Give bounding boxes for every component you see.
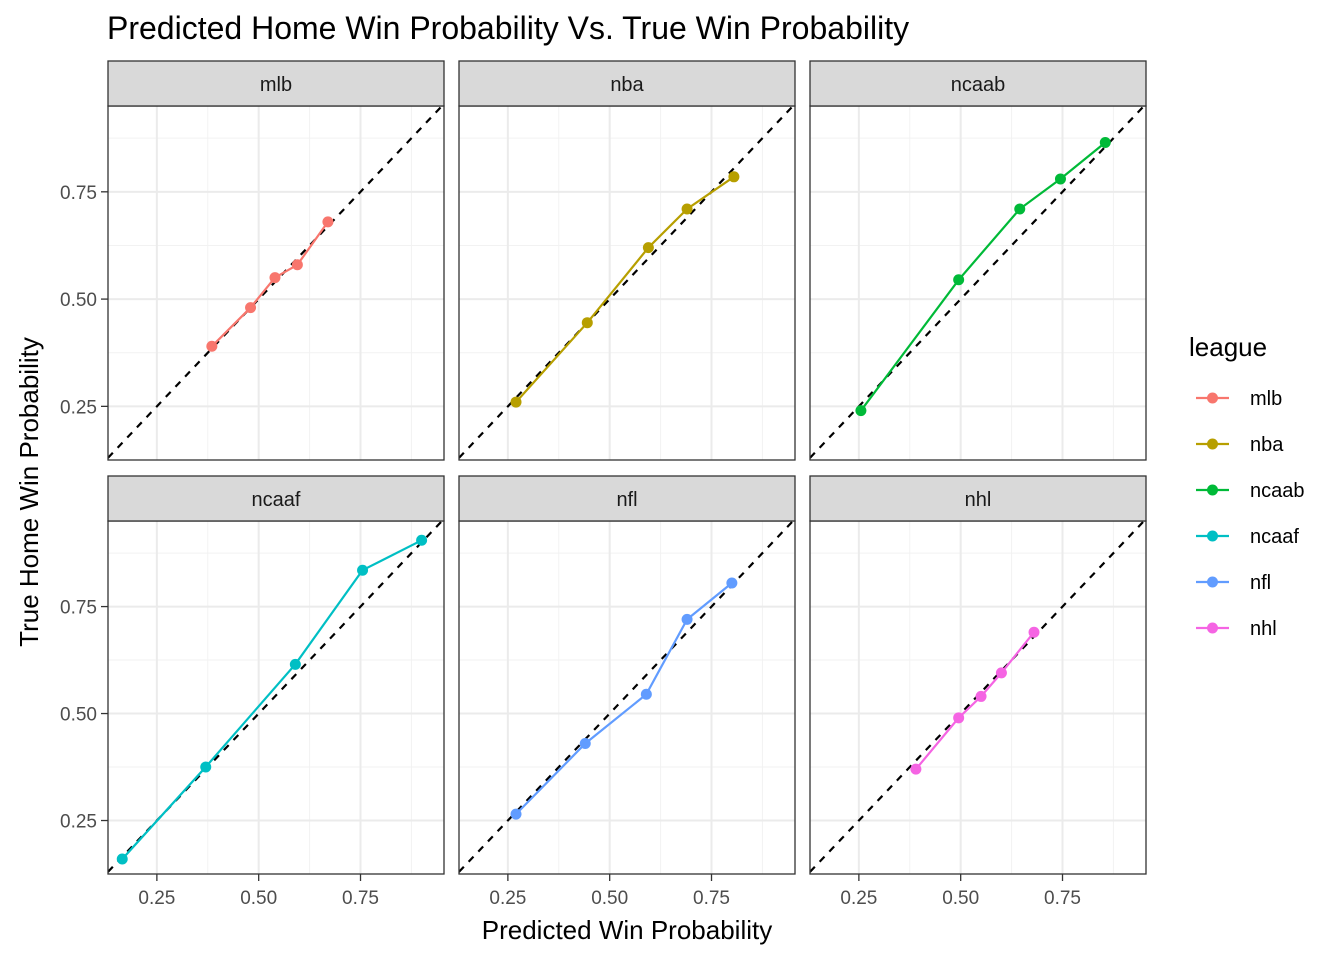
strip-nfl xyxy=(458,475,796,522)
data-point-nba xyxy=(681,203,693,215)
y-tick-label: 0.25 xyxy=(60,397,97,418)
data-point-mlb xyxy=(322,216,334,228)
data-point-ncaaf xyxy=(200,761,212,773)
data-point-nhl xyxy=(910,763,922,775)
strip-ncaab xyxy=(809,60,1147,107)
data-point-ncaaf xyxy=(289,658,301,670)
data-point-nba xyxy=(581,317,593,329)
legend-item-nfl: nfl xyxy=(1196,572,1271,594)
y-tick-label: 0.50 xyxy=(60,290,97,311)
data-point-ncaab xyxy=(1054,173,1066,185)
legend-label: nba xyxy=(1250,434,1284,456)
x-tick-label: 0.25 xyxy=(489,888,526,909)
data-point-nhl xyxy=(1028,626,1040,638)
reference-line xyxy=(810,106,1146,459)
data-point-ncaaf xyxy=(416,534,428,546)
legend-key-point xyxy=(1207,576,1218,588)
legend-key-point xyxy=(1207,438,1218,450)
strip-label: ncaab xyxy=(951,74,1006,96)
legend-item-nba: nba xyxy=(1196,434,1284,456)
panel-background xyxy=(108,521,444,874)
data-point-mlb xyxy=(245,302,257,314)
data-point-mlb xyxy=(206,340,218,352)
x-tick-label: 0.75 xyxy=(1044,888,1081,909)
panel-background xyxy=(810,106,1146,460)
data-point-ncaaf xyxy=(116,853,128,865)
strip-mlb xyxy=(107,60,445,107)
y-tick-label: 0.75 xyxy=(60,598,97,619)
data-point-ncaab xyxy=(953,274,965,286)
y-tick-label: 0.75 xyxy=(60,183,97,204)
legend-item-mlb: mlb xyxy=(1196,388,1282,410)
legend-item-ncaaf: ncaaf xyxy=(1196,526,1299,548)
y-tick-label: 0.50 xyxy=(60,705,97,726)
legend-key-point xyxy=(1207,484,1218,496)
legend-label: ncaaf xyxy=(1250,526,1299,548)
panel-nfl: nfl 0.25 0.50 0.75 xyxy=(458,475,796,909)
data-point-nfl xyxy=(510,808,522,820)
y-tick-label: 0.25 xyxy=(60,812,97,833)
data-point-ncaab xyxy=(1014,203,1026,215)
strip-label: mlb xyxy=(260,74,292,96)
data-point-nba xyxy=(510,396,522,408)
legend-label: nhl xyxy=(1250,618,1277,640)
strip-label: nfl xyxy=(616,489,637,511)
data-point-nhl xyxy=(995,667,1007,679)
y-axis-title: True Home Win Probability xyxy=(14,337,44,647)
legend-key-point xyxy=(1207,530,1218,542)
x-tick-label: 0.50 xyxy=(591,888,628,909)
x-tick-label: 0.25 xyxy=(138,888,175,909)
data-point-nfl xyxy=(640,688,652,700)
x-tick-label: 0.75 xyxy=(342,888,379,909)
data-point-mlb xyxy=(291,259,303,271)
strip-nba xyxy=(458,60,796,107)
legend-label: ncaab xyxy=(1250,480,1305,502)
data-point-ncaaf xyxy=(357,564,369,576)
facet-panels: mlb 0.25 0.50 0.75 nba ncaab ncaaf 0.25 0.50 0.75… xyxy=(60,60,1147,909)
x-axis-title: Predicted Win Probability xyxy=(482,915,772,945)
reference-line xyxy=(459,521,795,873)
reference-line xyxy=(459,106,795,459)
legend: league mlb nba ncaab ncaaf nfl nhl xyxy=(1189,332,1305,640)
legend-label: nfl xyxy=(1250,572,1271,594)
strip-label: ncaaf xyxy=(252,489,301,511)
strip-nhl xyxy=(809,475,1147,522)
data-point-ncaab xyxy=(1099,136,1111,148)
data-point-ncaab xyxy=(855,405,867,417)
strip-ncaaf xyxy=(107,475,445,522)
panel-ncaab: ncaab xyxy=(809,60,1147,461)
x-tick-label: 0.25 xyxy=(840,888,877,909)
legend-label: mlb xyxy=(1250,388,1282,410)
chart-title: Predicted Home Win Probability Vs. True … xyxy=(107,10,909,46)
legend-item-ncaab: ncaab xyxy=(1196,480,1305,502)
data-point-mlb xyxy=(269,272,281,284)
x-tick-label: 0.75 xyxy=(693,888,730,909)
panel-ncaaf: ncaaf 0.25 0.50 0.75 0.25 0.50 0.75 xyxy=(60,475,445,909)
panel-mlb: mlb 0.25 0.50 0.75 xyxy=(60,60,445,461)
x-tick-label: 0.50 xyxy=(240,888,277,909)
data-point-nba xyxy=(728,171,740,183)
reference-line xyxy=(108,521,444,873)
legend-item-nhl: nhl xyxy=(1196,618,1277,640)
data-point-nhl xyxy=(975,690,987,702)
legend-key-point xyxy=(1207,392,1218,404)
strip-label: nba xyxy=(610,74,644,96)
data-point-nhl xyxy=(953,712,965,724)
data-point-nba xyxy=(642,242,654,254)
data-point-nfl xyxy=(579,737,591,749)
legend-key-point xyxy=(1207,622,1218,634)
strip-label: nhl xyxy=(965,489,992,511)
panel-nba: nba xyxy=(458,60,796,461)
data-point-nfl xyxy=(681,613,693,625)
x-tick-label: 0.50 xyxy=(942,888,979,909)
legend-title: league xyxy=(1189,332,1267,362)
panel-nhl: nhl 0.25 0.50 0.75 xyxy=(809,475,1147,909)
data-point-nfl xyxy=(726,577,738,589)
